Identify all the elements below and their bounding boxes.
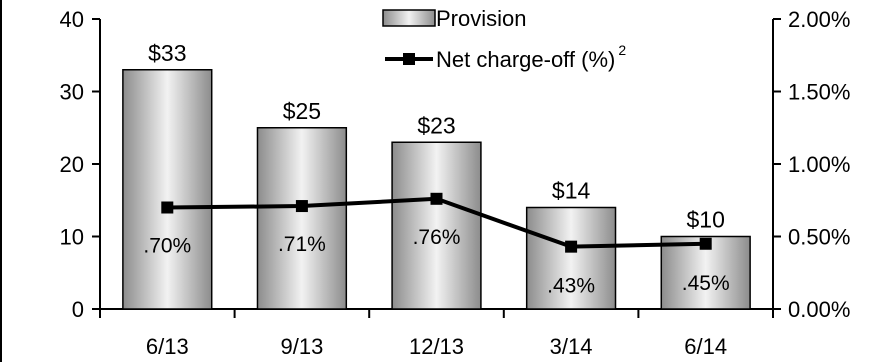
net-charge-off-marker [295, 200, 308, 213]
x-axis-category-label: 6/13 [146, 334, 189, 359]
line-series-net-charge-off: .70% .71% .76% .43% .45% [143, 192, 730, 298]
left-axis-tick-label: 40 [60, 7, 84, 32]
net-charge-off-data-label: .43% [547, 275, 595, 298]
x-axis-category-label: 3/14 [550, 334, 593, 359]
right-axis-tick-label: 0.00% [788, 297, 850, 322]
provision-bar [525, 206, 617, 310]
x-axis-category-label: 12/13 [409, 334, 464, 359]
legend-label-net-charge-off: Net charge-off (%) 2 [436, 42, 626, 72]
right-axis-tick-label: 0.50% [788, 225, 850, 250]
legend-superscript: 2 [618, 42, 626, 58]
net-charge-off-marker [565, 240, 578, 253]
bar-series-provision: $33 $25 $23 $14 $10 [122, 40, 751, 310]
net-charge-off-data-label: .45% [682, 272, 730, 295]
x-axis-category-label: 9/13 [280, 334, 323, 359]
provision-data-label: $23 [417, 112, 455, 138]
provision-bar [391, 141, 482, 310]
left-axis-tick-label: 30 [60, 80, 84, 105]
left-axis-ticks: 0 10 20 30 40 [60, 7, 100, 322]
net-charge-off-data-label: .71% [278, 233, 326, 256]
net-charge-off-marker [699, 237, 712, 250]
provision-data-label: $10 [687, 207, 725, 233]
net-charge-off-marker [430, 192, 443, 205]
right-axis-ticks: 0.00% 0.50% 1.00% 1.50% 2.00% [773, 7, 850, 322]
net-charge-off-data-label: .70% [143, 235, 191, 258]
x-axis-category-label: 6/14 [684, 334, 727, 359]
left-axis-tick-label: 0 [72, 297, 84, 322]
provision-bar [122, 69, 213, 310]
legend: Provision Net charge-off (%) 2 [382, 6, 626, 72]
provision-data-label: $25 [283, 98, 321, 124]
net-charge-off-data-label: .76% [413, 226, 461, 249]
right-axis-tick-label: 1.00% [788, 152, 850, 177]
x-axis-ticks: 6/13 9/13 12/13 3/14 6/14 [99, 309, 774, 359]
legend-label-provision: Provision [436, 6, 526, 31]
left-axis-tick-label: 10 [60, 225, 84, 250]
provision-bar [256, 127, 348, 310]
left-axis-tick-label: 20 [60, 152, 84, 177]
provision-data-label: $33 [148, 40, 186, 66]
right-axis-tick-label: 1.50% [788, 80, 850, 105]
provision-data-label: $14 [552, 178, 591, 204]
net-charge-off-marker [161, 201, 174, 214]
legend-marker-net-charge-off [403, 53, 415, 65]
right-axis-tick-label: 2.00% [788, 7, 850, 32]
legend-swatch-provision [382, 9, 436, 27]
